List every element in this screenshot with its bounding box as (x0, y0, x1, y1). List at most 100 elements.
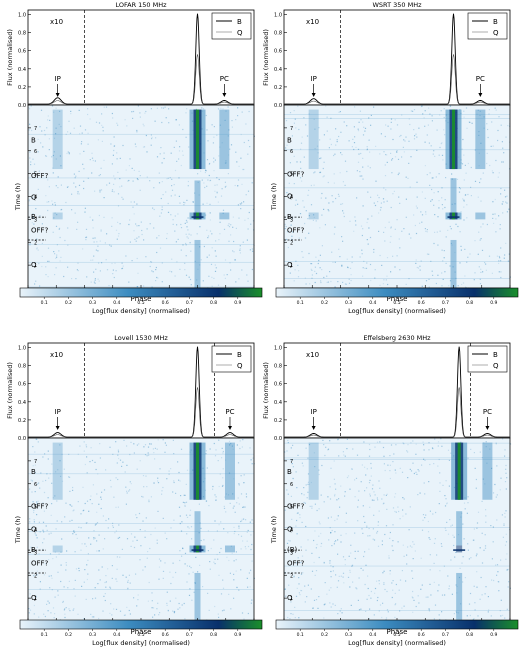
noise-speck (141, 495, 143, 498)
noise-speck (391, 582, 393, 584)
time-tick-label: 6 (290, 149, 293, 155)
time-tick-label: 4 (34, 195, 37, 201)
noise-speck (372, 538, 374, 540)
noise-speck (488, 109, 490, 111)
noise-speck (438, 173, 440, 175)
noise-speck (449, 519, 451, 521)
noise-speck (198, 194, 200, 196)
noise-speck (40, 142, 42, 144)
noise-speck (408, 140, 410, 142)
noise-speck (112, 273, 114, 275)
noise-speck (230, 234, 232, 236)
noise-speck (129, 582, 131, 584)
time-tick-label: 1 (290, 263, 293, 269)
noise-speck (230, 224, 232, 226)
noise-speck (34, 464, 36, 466)
noise-speck (83, 509, 85, 511)
flux-tick-label: 0.6 (274, 49, 282, 55)
noise-speck (179, 202, 181, 204)
noise-speck (307, 481, 310, 483)
noise-speck (470, 195, 472, 197)
noise-speck (148, 499, 150, 501)
noise-speck (213, 277, 215, 279)
noise-speck (491, 272, 493, 274)
noise-speck (112, 269, 114, 271)
noise-speck (109, 612, 111, 614)
legend-entry: Q (493, 362, 499, 370)
noise-speck (362, 505, 364, 507)
noise-speck (73, 608, 75, 610)
noise-speck (347, 266, 349, 268)
noise-speck (249, 521, 251, 523)
noise-speck (133, 546, 136, 549)
noise-speck (196, 279, 198, 281)
noise-speck (228, 223, 230, 225)
noise-speck (341, 264, 343, 266)
profile-ylabel: Flux (normalised) (262, 29, 270, 86)
noise-speck (173, 453, 175, 455)
noise-speck (125, 169, 127, 171)
noise-speck (425, 211, 427, 213)
noise-speck (448, 459, 450, 461)
noise-speck (366, 487, 368, 489)
noise-speck (228, 559, 230, 562)
noise-speck (34, 471, 36, 473)
noise-speck (223, 609, 225, 611)
noise-speck (122, 461, 124, 463)
noise-speck (314, 574, 316, 576)
flux-tick-label: 0.4 (18, 67, 26, 73)
noise-speck (391, 172, 393, 174)
noise-speck (148, 581, 150, 584)
noise-speck (137, 272, 139, 274)
noise-speck (30, 479, 32, 481)
noise-speck (241, 612, 244, 614)
noise-speck (139, 116, 141, 118)
noise-speck (187, 180, 189, 183)
colorbar-tick-label: 0.7 (442, 632, 449, 638)
noise-speck (345, 533, 347, 535)
noise-speck (505, 242, 507, 244)
noise-speck (295, 471, 297, 473)
noise-speck (479, 181, 481, 184)
noise-speck (98, 550, 100, 552)
noise-speck (467, 543, 469, 545)
noise-speck (421, 221, 423, 223)
noise-speck (115, 441, 117, 443)
noise-speck (305, 447, 307, 449)
noise-speck (360, 567, 362, 569)
noise-speck (370, 475, 372, 477)
noise-speck (430, 594, 432, 596)
noise-speck (105, 519, 107, 522)
noise-speck (447, 449, 450, 451)
noise-speck (182, 547, 184, 549)
noise-speck (43, 129, 46, 132)
noise-speck (190, 250, 192, 252)
noise-speck (304, 237, 307, 239)
noise-speck (95, 523, 97, 525)
noise-speck (151, 138, 153, 140)
noise-speck (152, 448, 154, 450)
noise-speck (366, 146, 368, 148)
noise-speck (102, 548, 104, 550)
colorbar-tick-label: 0.2 (65, 300, 72, 306)
noise-speck (482, 478, 484, 480)
noise-speck (126, 464, 128, 466)
noise-speck (429, 554, 431, 556)
noise-speck (387, 464, 389, 466)
noise-speck (104, 242, 106, 244)
noise-speck (46, 473, 48, 475)
noise-speck (208, 174, 210, 177)
noise-speck (310, 481, 312, 484)
noise-speck (89, 159, 91, 161)
noise-speck (315, 220, 317, 222)
noise-speck (60, 126, 62, 128)
noise-speck (42, 480, 44, 482)
noise-speck (336, 141, 338, 143)
noise-speck (303, 487, 305, 489)
noise-speck (378, 583, 380, 585)
noise-speck (480, 226, 482, 228)
noise-speck (85, 236, 88, 238)
noise-speck (298, 270, 300, 272)
noise-speck (54, 495, 56, 497)
noise-speck (188, 276, 190, 278)
